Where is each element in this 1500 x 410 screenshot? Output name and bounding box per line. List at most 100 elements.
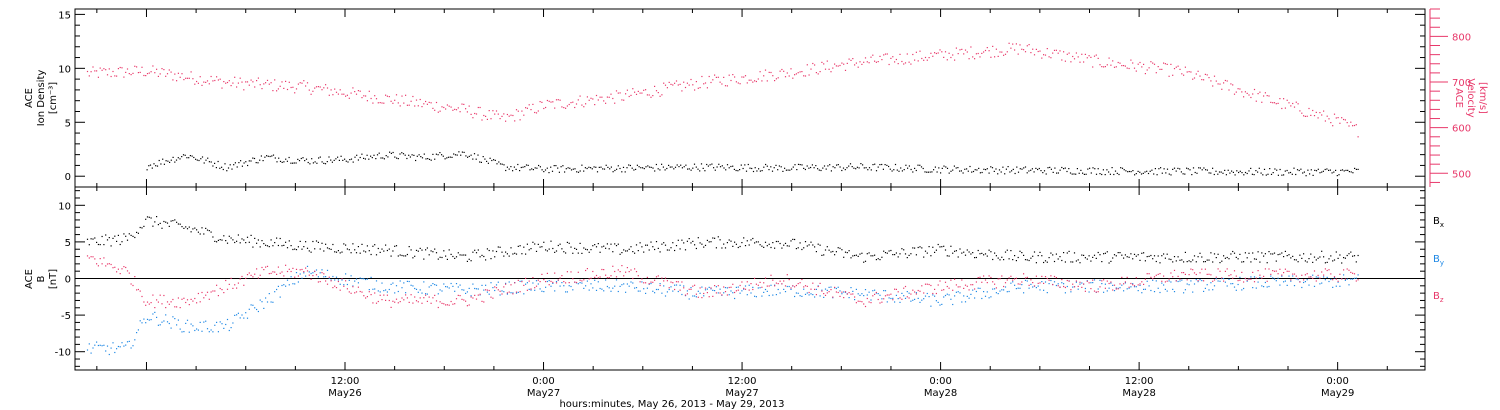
bz-series-point	[186, 299, 189, 301]
velocity-series-point	[723, 76, 725, 78]
density-series-point	[160, 163, 162, 165]
bx-series-point	[1257, 251, 1259, 253]
velocity-series-point	[505, 120, 507, 122]
bx-series-point	[1317, 257, 1319, 259]
bz-series-point	[930, 284, 932, 287]
by-series-point	[935, 300, 937, 302]
bx-series-point	[759, 244, 761, 246]
bx-series-point	[808, 244, 810, 246]
density-series-point	[158, 159, 160, 162]
by-series-point	[741, 290, 743, 292]
density-series-point	[234, 162, 236, 164]
density-series-point	[685, 164, 687, 166]
bz-series-point	[1164, 281, 1166, 283]
velocity-series-point	[165, 75, 167, 77]
bz-series-point	[935, 292, 937, 295]
x-tick-label-date: May29	[1321, 388, 1354, 399]
velocity-series-point	[1335, 117, 1337, 119]
bz-series-point	[345, 280, 347, 282]
bz-series-point	[625, 271, 627, 273]
by-series-point	[923, 298, 925, 300]
by-series-point	[1124, 282, 1126, 284]
bz-series-point	[1179, 278, 1181, 280]
velocity-series-point	[1106, 64, 1108, 66]
density-series-point	[233, 164, 235, 166]
density-series-point	[693, 163, 696, 165]
density-series-point	[543, 171, 545, 173]
velocity-series-point	[256, 80, 258, 82]
density-series-point	[713, 167, 715, 169]
velocity-series-point	[1219, 83, 1221, 85]
by-series-point	[177, 319, 179, 321]
bz-series-point	[1348, 269, 1350, 271]
density-series-point	[1227, 169, 1229, 171]
density-series-point	[451, 156, 453, 158]
by-series-point	[1353, 277, 1356, 279]
bx-series-point	[197, 231, 199, 233]
density-series-point	[420, 156, 422, 158]
bx-series-point	[241, 238, 243, 240]
bx-series-point	[897, 256, 899, 258]
by-series-point	[614, 285, 616, 287]
density-series-point	[763, 166, 765, 168]
density-series-point	[1243, 174, 1245, 176]
bz-series-point	[414, 296, 416, 298]
by-series-point	[679, 284, 681, 286]
density-series-point	[560, 166, 562, 168]
by-series-point	[752, 286, 754, 288]
velocity-series-point	[1139, 61, 1141, 64]
density-series-point	[583, 170, 585, 172]
bz-series-point	[1019, 283, 1021, 285]
velocity-series-point	[830, 71, 832, 73]
bx-series-point	[1330, 255, 1332, 257]
velocity-series-point	[523, 114, 525, 116]
by-series-point	[315, 269, 318, 271]
bz-series-point	[919, 290, 921, 292]
bx-series-point	[944, 249, 947, 251]
bx-series-point	[799, 242, 801, 244]
by-series-point	[944, 294, 947, 297]
bx-series-point	[884, 252, 887, 254]
density-series-point	[770, 166, 772, 168]
bz-series-point	[532, 277, 534, 279]
bz-series-point	[824, 294, 827, 296]
density-series-point	[266, 155, 268, 157]
bx-series-point	[763, 246, 765, 248]
density-series-point	[643, 168, 645, 170]
bx-series-point	[546, 250, 548, 252]
velocity-series-point	[1186, 71, 1188, 73]
density-series-point	[905, 164, 907, 166]
velocity-series-point	[1159, 68, 1161, 70]
bx-series-point	[1148, 255, 1150, 257]
bz-series-point	[548, 284, 550, 286]
bx-series-point	[465, 254, 467, 256]
density-series-point	[169, 161, 171, 163]
density-series-point	[1321, 171, 1323, 173]
density-series-point	[1071, 173, 1073, 175]
density-series-point	[344, 158, 346, 160]
density-series-point	[480, 161, 482, 163]
velocity-series-point	[221, 87, 223, 89]
bz-series-point	[86, 255, 89, 257]
bx-series-point	[1066, 252, 1068, 254]
bx-series-point	[177, 223, 179, 225]
by-series-point	[1014, 284, 1016, 286]
velocity-series-point	[754, 80, 756, 82]
bz-series-point	[490, 296, 492, 298]
bx-series-point	[657, 247, 659, 249]
bz-series-point	[152, 294, 154, 296]
bz-series-point	[1037, 282, 1039, 284]
bz-series-point	[981, 281, 983, 283]
bx-series-point	[310, 251, 312, 253]
velocity-series-point	[432, 107, 434, 109]
velocity-series-point	[270, 82, 272, 84]
bx-series-point	[748, 244, 750, 246]
bx-series-point	[101, 235, 103, 238]
velocity-series-point	[410, 100, 412, 102]
bz-series-point	[677, 281, 679, 283]
density-series-point	[669, 166, 671, 168]
density-series-point	[827, 165, 829, 167]
bx-series-point	[345, 244, 347, 246]
density-series-point	[324, 163, 327, 165]
by-series-point	[1121, 284, 1123, 286]
